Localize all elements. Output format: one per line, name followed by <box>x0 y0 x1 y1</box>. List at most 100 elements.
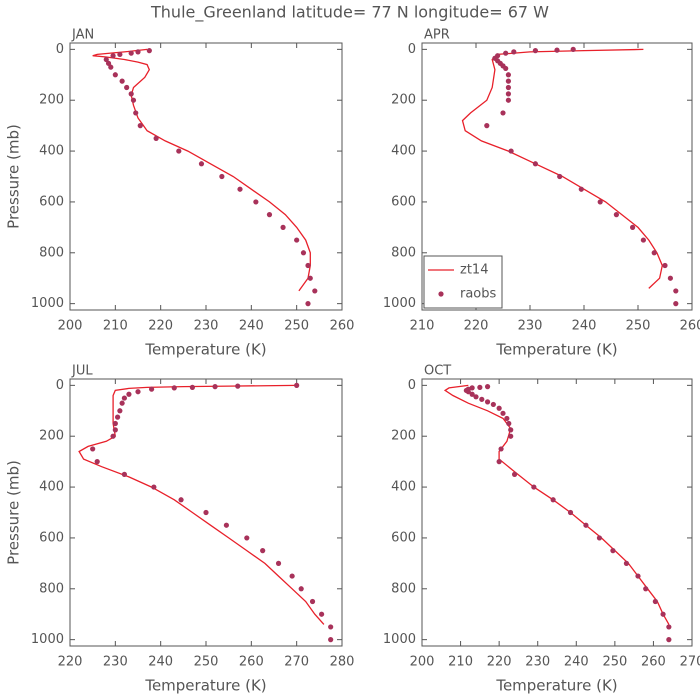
data-point <box>652 598 658 605</box>
panel: 220 230 240 250 260 270 280 0 200 400 600 800 1000 JU… <box>5 364 355 695</box>
series-line <box>443 384 670 625</box>
plot-frame <box>421 42 693 311</box>
x-tick-label: 270 <box>680 655 700 670</box>
data-point <box>294 237 300 243</box>
data-point <box>289 573 295 579</box>
plot-frame <box>421 378 693 647</box>
data-point <box>115 414 121 420</box>
data-point <box>557 173 563 180</box>
x-axis-label: Temperature (K) <box>144 341 266 359</box>
plot-frame <box>69 42 343 311</box>
y-tick-label: 400 <box>391 480 416 495</box>
y-tick-label: 400 <box>39 480 64 495</box>
data-point <box>630 224 636 230</box>
x-tick-label: 240 <box>572 319 597 334</box>
data-point <box>496 459 502 465</box>
data-point <box>506 420 512 427</box>
data-point <box>90 446 96 452</box>
x-tick-label: 230 <box>525 655 550 670</box>
data-point <box>484 384 491 390</box>
data-point <box>635 573 641 579</box>
y-tick-label: 600 <box>39 530 64 545</box>
data-point <box>623 560 630 566</box>
data-point <box>149 386 155 392</box>
panel-title: JAN <box>71 28 94 43</box>
data-point <box>94 459 100 465</box>
x-tick-label: 230 <box>194 319 219 334</box>
x-tick-label: 240 <box>564 655 589 670</box>
data-point <box>117 51 123 58</box>
data-point <box>643 586 649 592</box>
x-axis-label: Temperature (K) <box>144 677 266 695</box>
data-point <box>235 383 241 389</box>
data-point <box>171 385 177 391</box>
panel-title: APR <box>424 28 450 43</box>
y-tick-label: 400 <box>391 144 416 159</box>
y-tick-label: 200 <box>39 93 64 108</box>
y-tick-label: 0 <box>408 378 416 393</box>
data-point <box>176 148 182 154</box>
y-tick-label: 1000 <box>383 296 416 311</box>
x-tick-label: 260 <box>330 319 355 334</box>
x-tick-label: 200 <box>410 655 435 670</box>
data-point <box>203 509 209 516</box>
data-point <box>613 212 620 218</box>
data-point <box>610 548 616 554</box>
data-point <box>237 186 243 192</box>
data-point <box>532 161 539 167</box>
data-point <box>662 262 668 269</box>
x-tick-label: 220 <box>58 655 83 670</box>
data-point <box>666 624 672 630</box>
data-point <box>112 72 118 78</box>
y-tick-label: 400 <box>39 144 64 159</box>
data-point <box>500 410 506 416</box>
data-point <box>130 97 137 103</box>
x-tick-label: 270 <box>284 655 309 670</box>
data-point <box>490 401 496 408</box>
data-point <box>307 275 313 281</box>
data-point <box>484 123 490 129</box>
data-point <box>124 84 130 91</box>
y-tick-label: 800 <box>39 581 64 596</box>
x-tick-label: 210 <box>103 319 128 334</box>
y-tick-label: 600 <box>391 530 416 545</box>
data-point <box>312 288 318 294</box>
data-point <box>198 161 205 167</box>
data-point <box>146 48 152 54</box>
x-tick-label: 230 <box>518 319 543 334</box>
data-point <box>469 391 475 397</box>
data-point <box>328 624 334 630</box>
data-point <box>108 64 114 70</box>
x-tick-label: 230 <box>103 655 128 670</box>
data-point <box>508 148 514 154</box>
data-point <box>578 186 584 192</box>
x-tick-label: 250 <box>626 319 651 334</box>
x-tick-label: 250 <box>284 319 309 334</box>
data-point <box>121 395 127 401</box>
data-point <box>126 391 132 397</box>
x-axis-label: Temperature (K) <box>495 677 617 695</box>
data-point <box>597 199 603 205</box>
data-point <box>266 212 273 218</box>
x-tick-label: 210 <box>410 319 435 334</box>
x-tick-label: 220 <box>487 655 512 670</box>
data-point <box>103 56 109 63</box>
y-tick-label: 600 <box>39 194 64 209</box>
data-point <box>135 389 141 395</box>
data-point <box>112 427 118 433</box>
x-tick-label: 220 <box>148 319 173 334</box>
legend-swatch <box>438 291 444 297</box>
data-point <box>119 400 125 406</box>
x-tick-label: 240 <box>239 319 264 334</box>
x-tick-label: 260 <box>680 319 700 334</box>
data-point <box>119 78 125 84</box>
data-point <box>309 598 316 605</box>
data-point <box>117 408 123 414</box>
data-point <box>473 394 479 400</box>
data-point <box>511 49 517 55</box>
data-point <box>532 48 539 54</box>
x-axis-label: Temperature (K) <box>495 341 617 359</box>
x-tick-label: 250 <box>194 655 219 670</box>
y-tick-label: 1000 <box>31 632 64 647</box>
